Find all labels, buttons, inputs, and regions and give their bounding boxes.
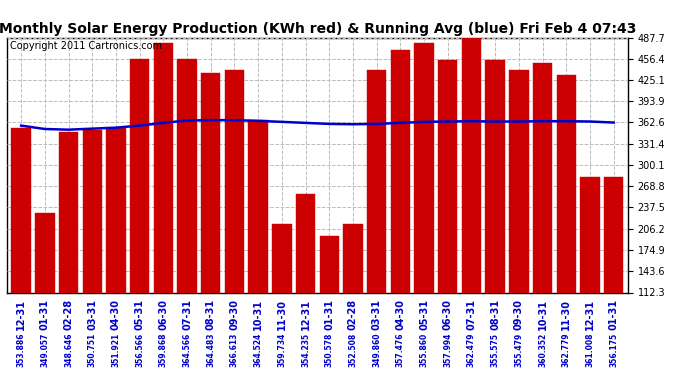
Bar xyxy=(272,224,292,369)
Bar xyxy=(367,70,386,369)
Bar xyxy=(462,38,481,369)
Bar xyxy=(83,130,102,369)
Text: Copyright 2011 Cartronics.com: Copyright 2011 Cartronics.com xyxy=(10,41,162,51)
Text: 359.734: 359.734 xyxy=(277,332,286,367)
Bar xyxy=(414,43,434,369)
Text: 352.508: 352.508 xyxy=(348,333,357,367)
Text: 348.646: 348.646 xyxy=(64,332,73,367)
Bar xyxy=(201,73,221,369)
Bar xyxy=(296,194,315,369)
Text: 357.476: 357.476 xyxy=(396,332,405,367)
Bar xyxy=(248,120,268,369)
Bar xyxy=(130,59,149,369)
Text: 362.479: 362.479 xyxy=(467,332,476,367)
Text: 356.175: 356.175 xyxy=(609,333,618,367)
Text: 362.779: 362.779 xyxy=(562,332,571,367)
Text: 355.479: 355.479 xyxy=(514,333,524,367)
Text: 356.566: 356.566 xyxy=(135,333,144,367)
Text: 364.483: 364.483 xyxy=(206,332,215,367)
Text: 366.613: 366.613 xyxy=(230,332,239,367)
Text: 364.566: 364.566 xyxy=(183,333,192,367)
Text: 357.994: 357.994 xyxy=(443,332,452,367)
Text: 359.868: 359.868 xyxy=(159,332,168,367)
Bar xyxy=(438,60,457,369)
Title: Monthly Solar Energy Production (KWh red) & Running Avg (blue) Fri Feb 4 07:43: Monthly Solar Energy Production (KWh red… xyxy=(0,22,636,36)
Bar xyxy=(106,128,126,369)
Text: 350.751: 350.751 xyxy=(88,333,97,367)
Bar xyxy=(604,177,623,369)
Text: 360.352: 360.352 xyxy=(538,333,547,367)
Bar xyxy=(343,224,363,369)
Text: 361.008: 361.008 xyxy=(586,332,595,367)
Text: 364.524: 364.524 xyxy=(254,333,263,367)
Bar xyxy=(225,70,244,369)
Bar xyxy=(12,128,31,369)
Bar xyxy=(580,177,600,369)
Bar xyxy=(509,70,529,369)
Text: 351.921: 351.921 xyxy=(111,333,121,367)
Bar xyxy=(557,75,576,369)
Text: 349.057: 349.057 xyxy=(40,332,49,367)
Bar xyxy=(59,132,78,369)
Text: 355.575: 355.575 xyxy=(491,333,500,367)
Text: 350.578: 350.578 xyxy=(325,332,334,367)
Text: 349.860: 349.860 xyxy=(372,332,381,367)
Bar xyxy=(486,60,505,369)
Bar xyxy=(154,43,173,369)
Text: 353.886: 353.886 xyxy=(17,332,26,367)
Bar xyxy=(177,59,197,369)
Bar xyxy=(319,236,339,369)
Bar xyxy=(533,63,552,369)
Bar xyxy=(35,213,55,369)
Text: 355.860: 355.860 xyxy=(420,333,428,367)
Text: 354.235: 354.235 xyxy=(301,333,310,367)
Bar xyxy=(391,50,410,369)
